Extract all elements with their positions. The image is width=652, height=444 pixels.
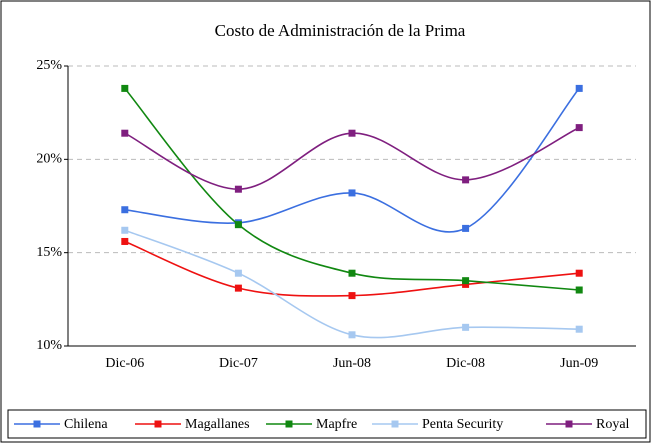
legend-marker [391,420,399,428]
marker [462,224,470,232]
legend-label: Magallanes [185,417,250,432]
y-tick-label: 15% [36,245,62,260]
x-tick-label: Dic-07 [219,356,258,371]
marker [348,189,356,197]
marker [462,280,470,288]
marker [348,292,356,300]
legend-marker [565,420,573,428]
legend-label: Mapfre [316,417,357,432]
legend-label: Chilena [64,417,108,432]
marker [575,84,583,92]
chart-title: Costo de Administración de la Prima [215,21,466,40]
legend-marker [285,420,293,428]
marker [348,129,356,137]
legend-label: Penta Security [422,417,503,432]
y-tick-label: 25% [36,58,62,73]
legend-marker [33,420,41,428]
marker [234,269,242,277]
marker [121,226,129,234]
marker [575,286,583,294]
marker [462,176,470,184]
marker [348,269,356,277]
y-tick-label: 20% [36,152,62,167]
marker [575,325,583,333]
marker [121,84,129,92]
marker [121,237,129,245]
marker [575,124,583,132]
x-tick-label: Dic-06 [105,356,144,371]
legend-label: Royal [596,417,630,432]
marker [575,269,583,277]
x-tick-label: Jun-09 [560,356,598,371]
marker [462,323,470,331]
marker [348,331,356,339]
x-tick-label: Dic-08 [446,356,485,371]
marker [121,129,129,137]
x-tick-label: Jun-08 [333,356,371,371]
marker [234,221,242,229]
series-line [124,87,580,291]
marker [234,284,242,292]
y-tick-label: 10% [36,338,62,353]
legend-marker [154,420,162,428]
marker [234,185,242,193]
series-line [124,87,580,233]
legend-box [7,409,647,439]
marker [462,277,470,285]
marker [121,206,129,214]
